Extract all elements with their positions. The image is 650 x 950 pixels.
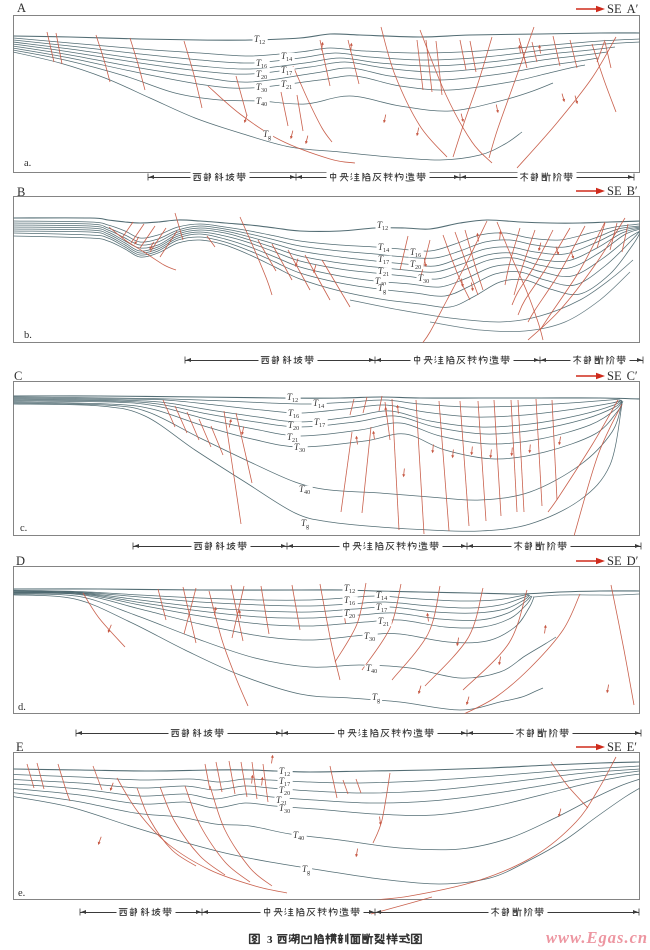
svg-text:E: E xyxy=(16,740,24,754)
svg-text:3: 3 xyxy=(267,934,273,946)
svg-text:Tg: Tg xyxy=(378,283,386,295)
svg-text:T17: T17 xyxy=(378,254,389,266)
svg-text:T16: T16 xyxy=(288,408,299,420)
svg-text:T20: T20 xyxy=(344,608,355,620)
svg-text:T21: T21 xyxy=(287,432,298,444)
svg-text:T30: T30 xyxy=(279,803,290,815)
svg-text:SE A′: SE A′ xyxy=(607,2,639,16)
svg-text:T16: T16 xyxy=(410,247,421,259)
svg-text:T14: T14 xyxy=(313,398,324,410)
svg-text:T14: T14 xyxy=(378,242,389,254)
svg-text:T30: T30 xyxy=(364,631,375,643)
svg-text:www.Egas.cn: www.Egas.cn xyxy=(546,928,648,947)
svg-text:T20: T20 xyxy=(279,785,290,797)
svg-text:T12: T12 xyxy=(377,220,388,232)
svg-text:T20: T20 xyxy=(410,259,421,271)
svg-text:SE C′: SE C′ xyxy=(607,369,638,383)
svg-text:b.: b. xyxy=(24,330,32,341)
svg-text:T12: T12 xyxy=(344,583,355,595)
svg-text:T21: T21 xyxy=(276,795,287,807)
svg-text:T21: T21 xyxy=(378,266,389,278)
svg-text:T40: T40 xyxy=(299,484,310,496)
svg-text:a.: a. xyxy=(24,158,31,169)
svg-text:T16: T16 xyxy=(256,58,267,70)
svg-text:T17: T17 xyxy=(281,65,292,77)
svg-text:SE D′: SE D′ xyxy=(607,554,639,568)
svg-text:T40: T40 xyxy=(366,663,377,675)
svg-text:T12: T12 xyxy=(254,34,265,46)
svg-text:D: D xyxy=(16,554,25,568)
svg-text:T17: T17 xyxy=(314,417,325,429)
svg-text:T40: T40 xyxy=(256,96,267,108)
svg-text:Tg: Tg xyxy=(263,129,271,141)
svg-text:T30: T30 xyxy=(256,82,267,94)
svg-text:T14: T14 xyxy=(376,590,387,602)
svg-text:Tg: Tg xyxy=(301,518,309,530)
svg-text:B: B xyxy=(17,185,25,199)
svg-text:SE E′: SE E′ xyxy=(607,740,637,754)
svg-text:T17: T17 xyxy=(279,776,290,788)
svg-text:T21: T21 xyxy=(281,79,292,91)
svg-text:A: A xyxy=(17,1,26,15)
svg-text:C: C xyxy=(14,369,22,383)
svg-text:T30: T30 xyxy=(418,273,429,285)
svg-text:T40: T40 xyxy=(293,830,304,842)
svg-text:SE B′: SE B′ xyxy=(607,184,638,198)
svg-text:T12: T12 xyxy=(287,392,298,404)
svg-text:T30: T30 xyxy=(294,442,305,454)
svg-text:T20: T20 xyxy=(288,420,299,432)
svg-text:T12: T12 xyxy=(279,766,290,778)
svg-text:T21: T21 xyxy=(378,616,389,628)
svg-text:T14: T14 xyxy=(281,51,292,63)
svg-text:T17: T17 xyxy=(376,602,387,614)
svg-text:T16: T16 xyxy=(344,595,355,607)
svg-text:T20: T20 xyxy=(256,69,267,81)
svg-text:Tg: Tg xyxy=(302,864,310,876)
svg-text:e.: e. xyxy=(18,888,25,899)
svg-text:c.: c. xyxy=(20,523,27,534)
svg-text:Tg: Tg xyxy=(372,692,380,704)
svg-text:d.: d. xyxy=(18,702,26,713)
